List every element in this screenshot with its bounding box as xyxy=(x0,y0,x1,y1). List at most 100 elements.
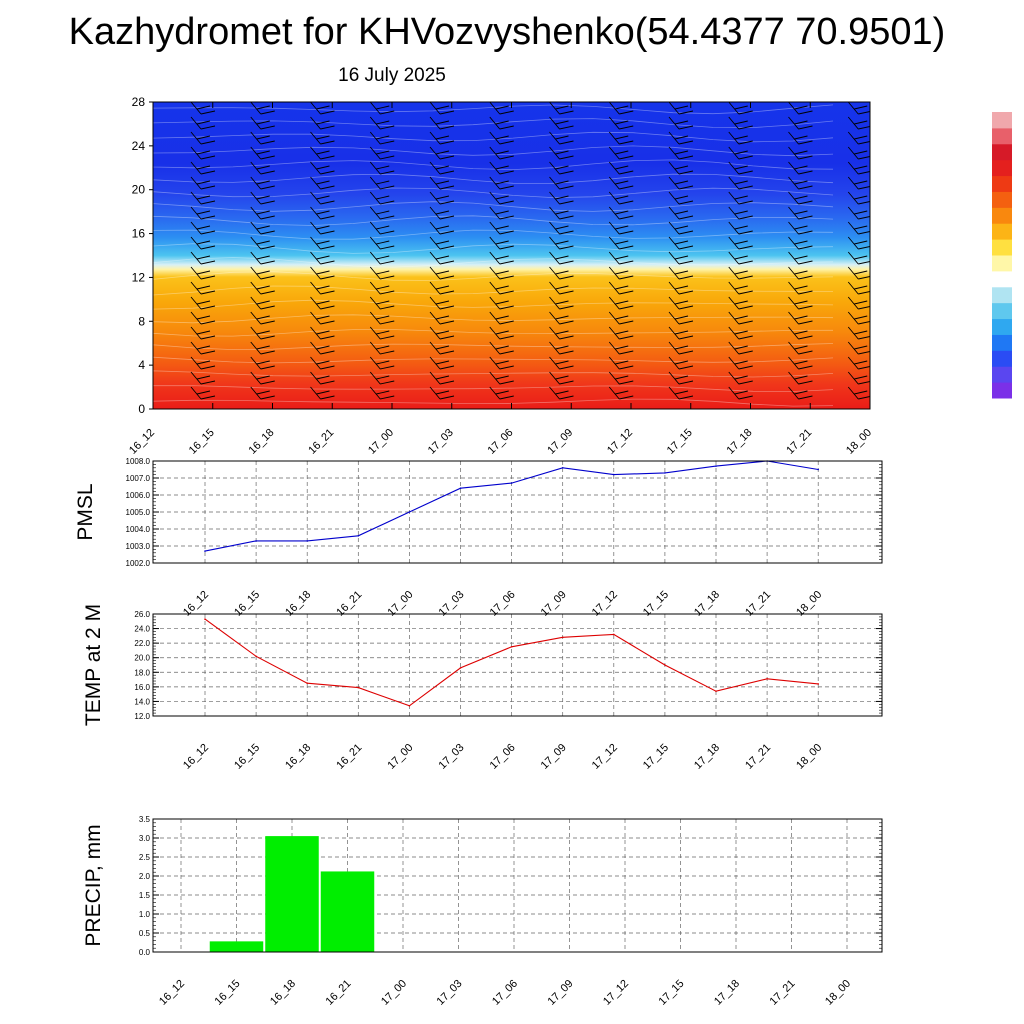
wind-barb xyxy=(310,176,335,190)
temp2m-data-point xyxy=(255,655,257,658)
wind-barb xyxy=(788,146,813,160)
wind-barb xyxy=(668,221,694,235)
y-tick-label: 0.5 xyxy=(139,929,151,938)
y-tick-label: 24 xyxy=(132,139,146,153)
wind-barb xyxy=(369,176,395,190)
precip-bar xyxy=(209,941,264,952)
wind-barb xyxy=(549,341,574,355)
contour-line xyxy=(153,159,834,171)
wind-barb xyxy=(310,326,335,340)
colorbar-segment xyxy=(992,191,1012,208)
wind-barb xyxy=(608,341,634,355)
colorbar-segment xyxy=(992,239,1012,256)
wind-barb xyxy=(489,341,514,355)
wind-barb xyxy=(549,281,574,295)
wind-barb xyxy=(429,102,455,115)
wind-barb xyxy=(369,356,395,370)
wind-barb xyxy=(608,311,634,325)
wind-barb xyxy=(668,236,694,250)
colorbar xyxy=(992,112,1012,399)
temp2m-data-point xyxy=(510,645,513,648)
wind-barb xyxy=(788,326,813,340)
colorbar-segment xyxy=(992,334,1012,351)
y-tick-label: 1008.0 xyxy=(126,457,151,466)
y-tick-label: 28 xyxy=(132,95,146,109)
wind-barb xyxy=(429,251,455,265)
wind-barb xyxy=(369,326,395,340)
wind-barb xyxy=(608,146,634,160)
wind-barb xyxy=(788,221,813,235)
wind-barb xyxy=(429,206,455,220)
wind-barb xyxy=(908,372,932,384)
x-tick-label: 17_00 xyxy=(366,427,396,457)
wind-barb xyxy=(190,146,216,160)
x-tick-label: 16_18 xyxy=(247,427,277,457)
wind-barb xyxy=(549,221,574,235)
wind-barb xyxy=(608,371,634,385)
wind-barb xyxy=(908,222,932,234)
contour-line xyxy=(153,398,834,407)
wind-barb xyxy=(310,386,335,400)
wind-barb xyxy=(429,281,455,295)
contour-line xyxy=(153,201,834,212)
y-tick-label: 16.0 xyxy=(134,683,150,692)
temp2m-data-point xyxy=(766,678,768,680)
wind-barb xyxy=(310,281,335,295)
y-tick-label: 2.0 xyxy=(139,872,151,881)
colorbar-segment xyxy=(992,207,1012,224)
wind-barb xyxy=(489,386,514,400)
wind-barb xyxy=(190,326,216,340)
x-tick-label: 16_12 xyxy=(157,978,187,1008)
x-tick-label: 17_06 xyxy=(488,742,518,772)
wind-barb xyxy=(788,296,813,310)
wind-barb xyxy=(908,237,932,249)
wind-barb xyxy=(549,236,574,250)
wind-barb xyxy=(668,191,694,205)
wind-barb xyxy=(728,102,753,115)
wind-barb xyxy=(908,117,932,129)
wind-barb xyxy=(788,191,813,205)
y-tick-label: 1003.0 xyxy=(126,542,151,551)
wind-barb xyxy=(549,116,574,130)
x-tick-label: 16_18 xyxy=(283,742,313,772)
precip-panel: 0.0 0.5 1.0 1.5 2.0 2.5 3.0 3.5 16_12 16_15 16_18 1… xyxy=(82,815,883,1008)
wind-barb xyxy=(310,341,335,355)
wind-barb xyxy=(728,221,753,235)
wind-barb xyxy=(608,176,634,190)
wind-barb xyxy=(190,206,216,220)
x-tick-label: 17_15 xyxy=(665,427,695,457)
wind-barb xyxy=(250,236,275,250)
wind-barb xyxy=(429,146,455,160)
wind-barb xyxy=(668,311,694,325)
colorbar-segment xyxy=(992,175,1012,192)
wind-barb xyxy=(728,236,753,250)
wind-barb xyxy=(728,251,753,265)
wind-barb xyxy=(310,371,335,385)
wind-barb xyxy=(250,206,275,220)
wind-barb xyxy=(728,206,753,220)
wind-barb xyxy=(190,131,216,145)
temp2m-data-point xyxy=(613,633,615,636)
temp2m-data-point xyxy=(715,690,717,693)
wind-barb xyxy=(549,311,574,325)
wind-barb xyxy=(310,146,335,160)
contour-lines xyxy=(153,104,834,407)
wind-barb xyxy=(608,191,634,205)
y-tick-label: 1002.0 xyxy=(126,559,151,568)
temp2m-data-point xyxy=(817,683,819,685)
wind-barb xyxy=(608,131,634,145)
wind-barb xyxy=(608,161,634,175)
x-tick-label: 16_15 xyxy=(232,742,262,772)
wind-barb xyxy=(250,311,275,325)
wind-barb xyxy=(549,102,574,115)
wind-barb xyxy=(728,326,753,340)
wind-barb xyxy=(728,311,753,325)
wind-barb xyxy=(549,191,574,205)
temp2m-data-point xyxy=(561,636,564,639)
wind-barb xyxy=(190,221,216,235)
wind-barb xyxy=(369,341,395,355)
wind-barb xyxy=(788,311,813,325)
y-tick-label: 12 xyxy=(132,270,146,284)
wind-barb xyxy=(250,131,275,145)
